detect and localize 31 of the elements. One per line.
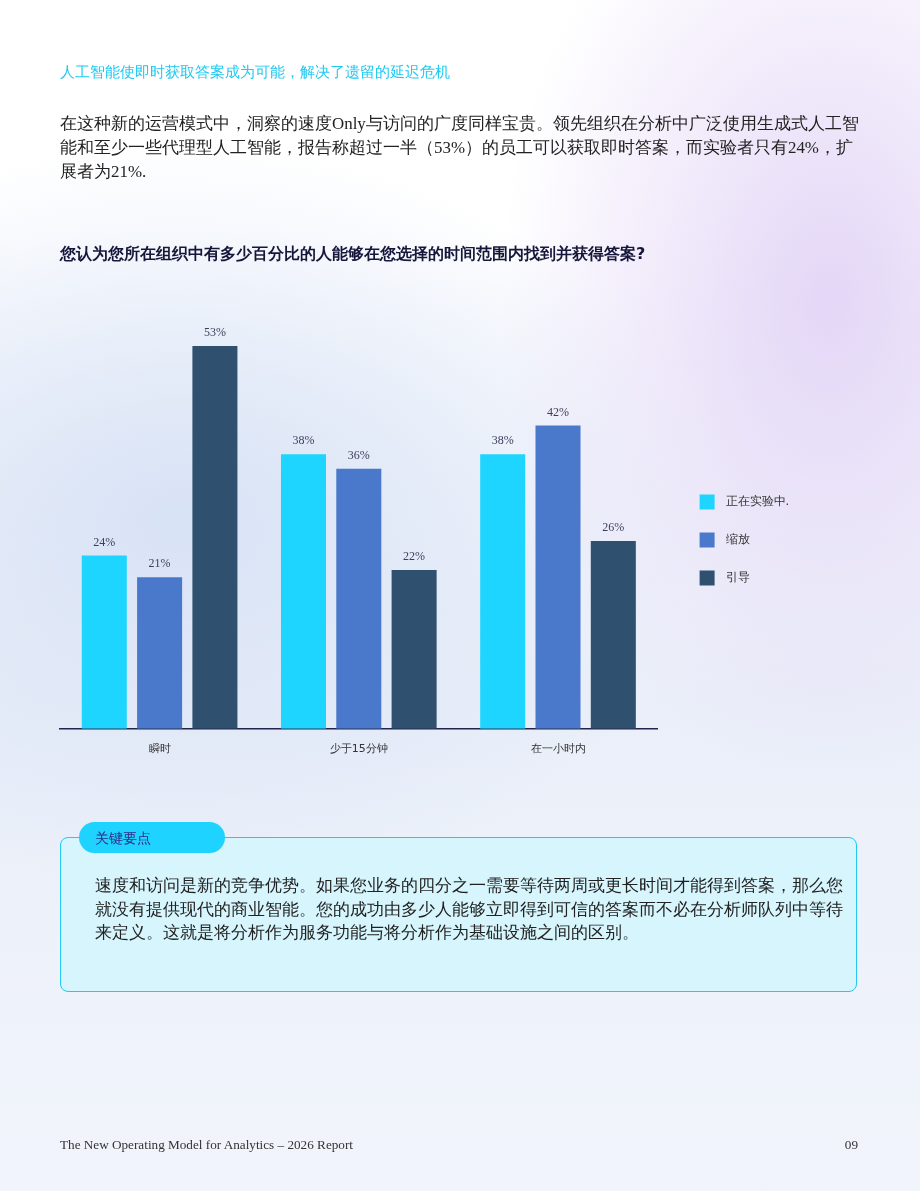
data-label: 26% [602, 520, 625, 535]
bar [81, 555, 127, 729]
text: 在这种新的运营模式中，洞察的速度Only与访问的广度同样宝贵。领先组织在分析中广泛使用生成式人工智能和至少一些代理型人工智能，报告称超过一半（53%）的员工可以获取即时答案，而实验者只有24%，扩展者为21%. [60, 113, 860, 183]
bar [336, 468, 382, 729]
chart-title: 您认为您所在组织中有多少百分比的人能够在您选择的时间范围内找到并获得答案? [60, 244, 646, 265]
x-tick-label: 在一小时内 [530, 742, 586, 756]
legend-label: 缩放 [725, 531, 750, 546]
text: 人工智能使即时获取答案成为可能，解决了遗留的延迟危机 [60, 63, 450, 82]
data-label: 53% [203, 325, 226, 340]
data-label: 36% [347, 447, 370, 462]
bar [280, 454, 326, 729]
data-label: 38% [292, 433, 315, 448]
data-label: 42% [547, 404, 569, 419]
legend-label: 正在实验中. [725, 493, 790, 508]
x-tick-label: 少于15分钟 [329, 742, 388, 756]
legend-label: 引导 [725, 569, 750, 584]
bar [590, 541, 636, 729]
bar [480, 454, 526, 729]
data-label: 38% [491, 433, 514, 448]
text: The New Operating Model for Analytics – 2026 Report [60, 1137, 353, 1153]
bar [137, 577, 183, 729]
bar [535, 425, 581, 729]
text: 速度和访问是新的竞争优势。如果您业务的四分之一需要等待两周或更长时间才能得到答案，那么您就没有提供现代的商业智能。您的成功由多少人能够立即得到可信的答案而不必在分析师队列中等待来定义。这就是将分析作为服务功能与将分析作为基础设施之间的区别。 [95, 875, 844, 944]
data-label: 22% [403, 549, 426, 564]
data-label: 21% [148, 556, 171, 571]
text: 关键要点 [95, 830, 151, 848]
bar [391, 569, 437, 729]
x-tick-label: 瞬时 [148, 742, 171, 756]
data-label: 24% [93, 534, 116, 549]
bar [192, 346, 238, 729]
text: 09 [844, 1137, 858, 1153]
